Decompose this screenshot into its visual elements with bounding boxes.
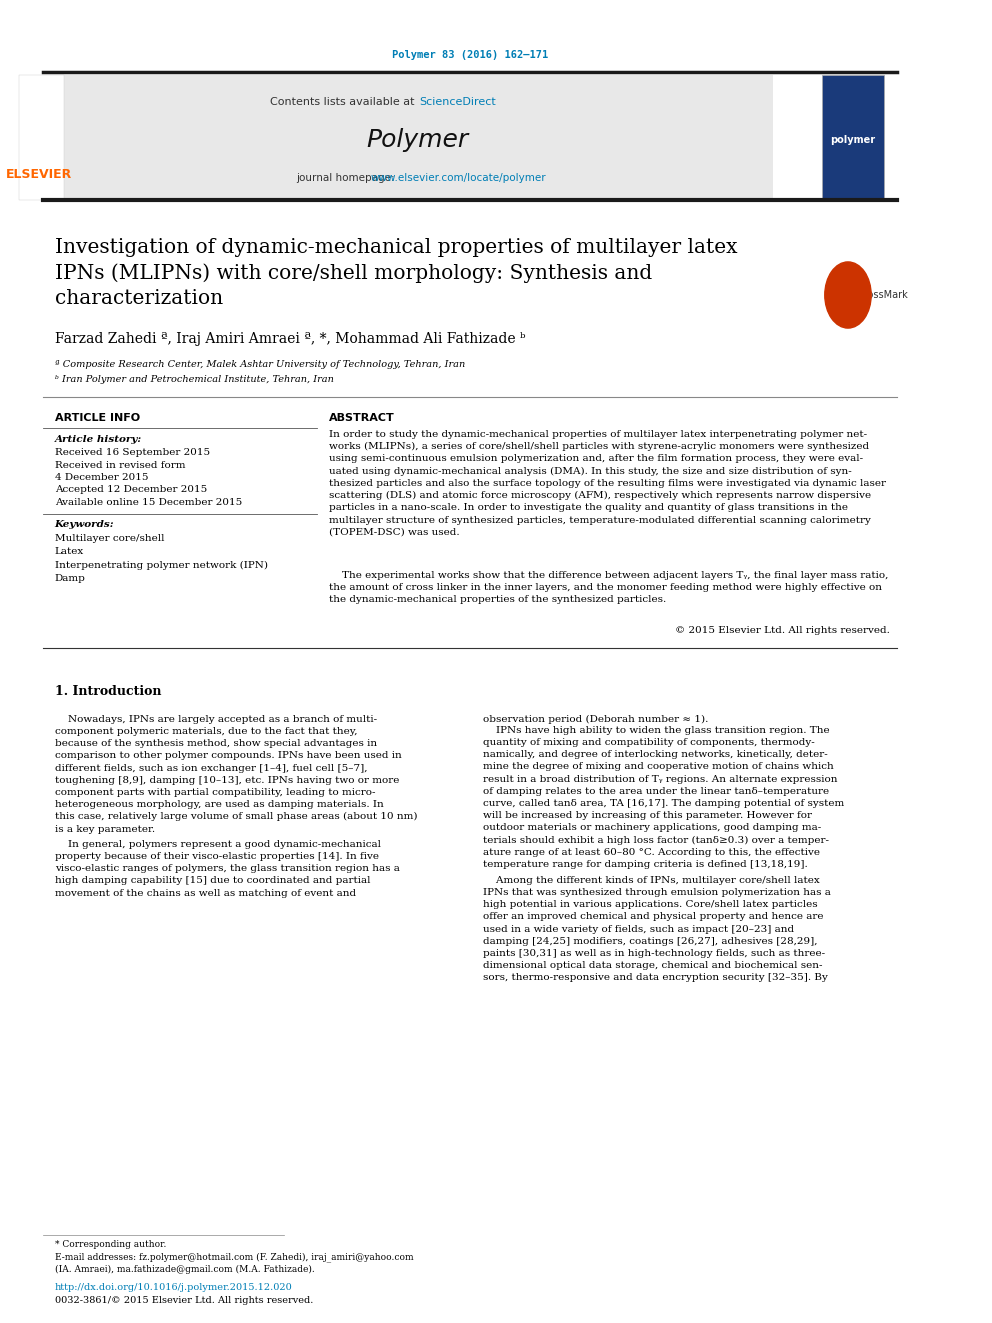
Text: 0032-3861/© 2015 Elsevier Ltd. All rights reserved.: 0032-3861/© 2015 Elsevier Ltd. All right…: [55, 1297, 313, 1304]
Text: E-mail addresses: fz.polymer@hotmail.com (F. Zahedi), iraj_amiri@yahoo.com
(IA. : E-mail addresses: fz.polymer@hotmail.com…: [55, 1252, 414, 1274]
Text: In order to study the dynamic-mechanical properties of multilayer latex interpen: In order to study the dynamic-mechanical…: [328, 430, 886, 537]
Bar: [64, 75, 773, 200]
Text: 1. Introduction: 1. Introduction: [55, 685, 161, 699]
Bar: [821, 75, 884, 200]
Text: polymer: polymer: [830, 135, 875, 146]
Text: ScienceDirect: ScienceDirect: [420, 97, 496, 107]
Text: http://dx.doi.org/10.1016/j.polymer.2015.12.020: http://dx.doi.org/10.1016/j.polymer.2015…: [55, 1283, 293, 1293]
Text: Polymer: Polymer: [367, 128, 468, 152]
Text: * Corresponding author.: * Corresponding author.: [55, 1240, 166, 1249]
Text: Received 16 September 2015
Received in revised form
4 December 2015
Accepted 12 : Received 16 September 2015 Received in r…: [55, 448, 242, 507]
Text: © 2015 Elsevier Ltd. All rights reserved.: © 2015 Elsevier Ltd. All rights reserved…: [676, 626, 890, 635]
Text: Polymer 83 (2016) 162–171: Polymer 83 (2016) 162–171: [392, 50, 549, 60]
Text: Article history:: Article history:: [55, 435, 142, 445]
Text: Investigation of dynamic-mechanical properties of multilayer latex
IPNs (MLIPNs): Investigation of dynamic-mechanical prop…: [55, 238, 737, 308]
Text: observation period (Deborah number ≈ 1).: observation period (Deborah number ≈ 1).: [483, 714, 708, 724]
Text: Among the different kinds of IPNs, multilayer core/shell latex
IPNs that was syn: Among the different kinds of IPNs, multi…: [483, 876, 831, 982]
Text: Nowadays, IPNs are largely accepted as a branch of multi-
component polymeric ma: Nowadays, IPNs are largely accepted as a…: [55, 714, 418, 833]
Text: Farzad Zahedi ª, Iraj Amiri Amraei ª, *, Mohammad Ali Fathizade ᵇ: Farzad Zahedi ª, Iraj Amiri Amraei ª, *,…: [55, 332, 525, 347]
Text: IPNs have high ability to widen the glass transition region. The
quantity of mix: IPNs have high ability to widen the glas…: [483, 726, 844, 869]
Text: In general, polymers represent a good dynamic-mechanical
property because of the: In general, polymers represent a good dy…: [55, 840, 400, 897]
Text: Contents lists available at: Contents lists available at: [270, 97, 418, 107]
Text: ARTICLE INFO: ARTICLE INFO: [55, 413, 140, 423]
Text: journal homepage:: journal homepage:: [296, 173, 398, 183]
Text: CrossMark: CrossMark: [857, 290, 908, 300]
Text: Keywords:: Keywords:: [55, 520, 114, 529]
Text: ABSTRACT: ABSTRACT: [328, 413, 395, 423]
Text: ELSEVIER: ELSEVIER: [6, 168, 71, 181]
Text: ª Composite Research Center, Malek Ashtar University of Technology, Tehran, Iran: ª Composite Research Center, Malek Ashta…: [55, 360, 465, 369]
Text: Multilayer core/shell
Latex
Interpenetrating polymer network (IPN)
Damp: Multilayer core/shell Latex Interpenetra…: [55, 534, 268, 583]
Text: www.elsevier.com/locate/polymer: www.elsevier.com/locate/polymer: [371, 173, 547, 183]
Bar: [19, 75, 64, 200]
Circle shape: [824, 262, 871, 328]
Text: ᵇ Iran Polymer and Petrochemical Institute, Tehran, Iran: ᵇ Iran Polymer and Petrochemical Institu…: [55, 374, 333, 384]
Text: The experimental works show that the difference between adjacent layers Tᵧ, the : The experimental works show that the dif…: [328, 572, 888, 605]
